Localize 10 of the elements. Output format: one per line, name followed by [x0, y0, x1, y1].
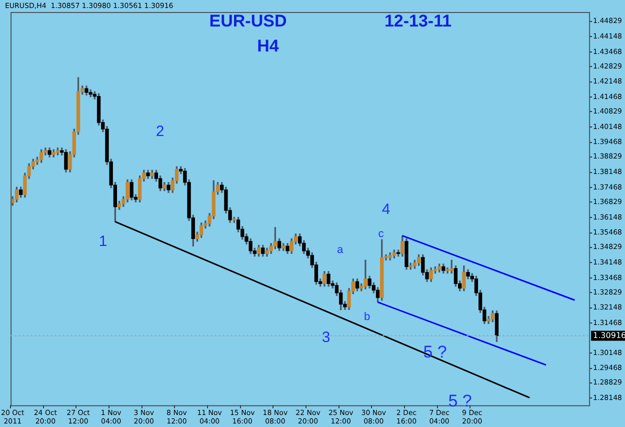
annotation: 1	[98, 233, 108, 250]
annotation: 12-13-11	[384, 12, 452, 31]
annotation: a	[336, 244, 344, 256]
annotation: 3	[322, 329, 330, 346]
annotation: b	[364, 311, 370, 324]
annotation: 2	[156, 123, 164, 140]
text: H4	[257, 36, 280, 56]
chart-title: EUR-USD	[209, 12, 287, 31]
annotation: 4	[382, 201, 390, 218]
annotation: c	[378, 228, 384, 240]
